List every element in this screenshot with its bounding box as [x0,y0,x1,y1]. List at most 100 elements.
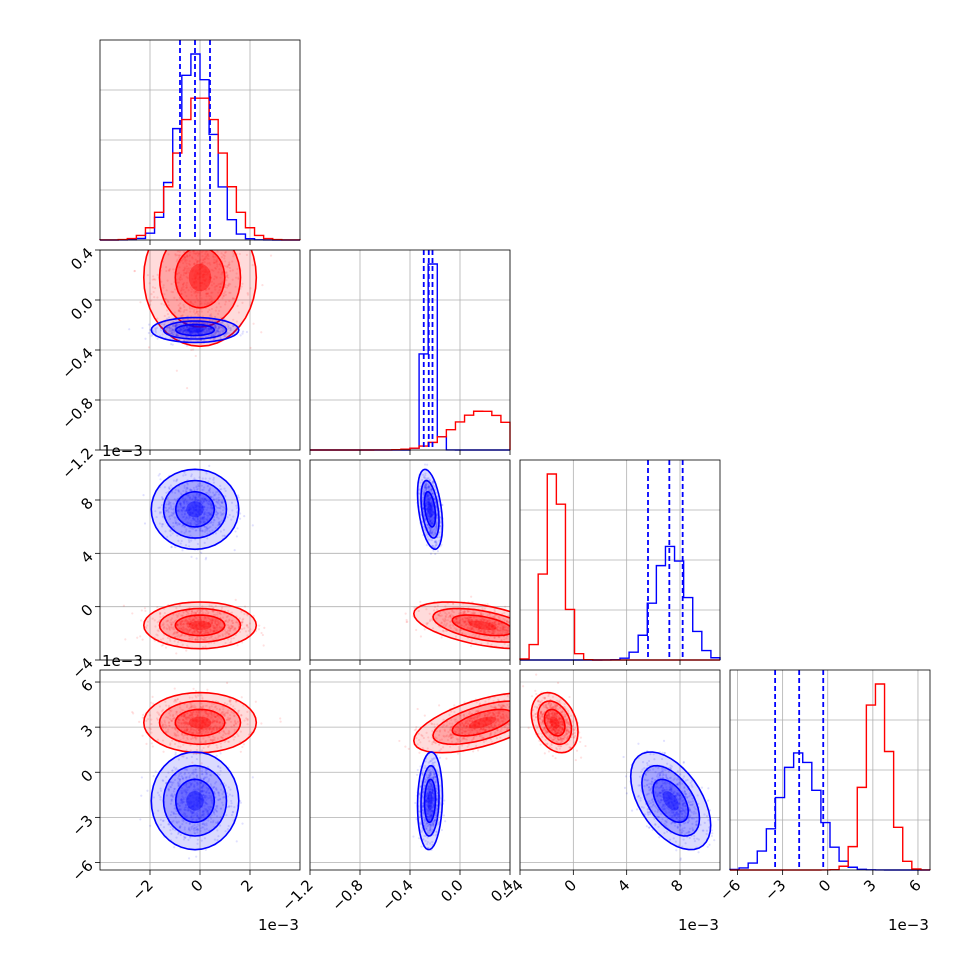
scatter-point [245,623,248,627]
scatter-point [221,505,224,508]
scatter-point [176,534,179,537]
scatter-point [206,233,208,235]
scatter-point [205,295,208,298]
scatter-point [513,632,515,634]
scatter-point [196,630,199,633]
scatter-point [181,510,184,513]
scatter-point [190,332,193,335]
scatter-point [189,330,192,334]
scatter-point [429,552,433,555]
scatter-point [201,501,204,504]
scatter-point [185,262,188,265]
scatter-point [179,503,182,507]
scatter-point [471,611,475,615]
scatter-point [195,513,198,516]
scatter-point [209,323,212,327]
scatter-point [467,619,470,622]
scatter-point [200,251,203,254]
scatter-point [220,501,224,504]
scatter-point [170,332,174,335]
scatter-point [175,521,178,524]
scatter-point [188,325,191,328]
scatter-point [539,627,541,629]
scatter-point [513,631,515,633]
scatter-point [188,263,192,266]
scatter-point [194,616,197,620]
scatter-point [221,499,224,503]
scatter-point [233,628,237,631]
scatter-point [241,301,244,304]
scatter-point [202,506,205,509]
scatter-point [204,280,207,283]
scatter-point [191,331,194,334]
scatter-point [179,504,183,507]
scatter-point [221,634,224,637]
scatter-point [225,632,229,635]
scatter-point [213,324,217,327]
scatter-point [231,626,234,629]
scatter-point [194,275,197,278]
scatter-point [218,263,221,266]
scatter-point [162,750,165,753]
scatter-point [215,625,219,628]
scatter-point [182,303,185,307]
scatter-point [182,497,185,500]
scatter-point [190,243,192,245]
scatter-point [208,526,211,529]
scatter-point [203,618,206,621]
scatter-point [170,327,173,330]
scatter-point [197,310,201,313]
scatter-point [234,621,238,624]
scatter-point [197,327,200,330]
scatter-point [189,332,192,335]
scatter-point [220,282,223,285]
scatter-point [168,529,171,532]
scatter-point [239,322,242,326]
scatter-point [476,623,479,626]
scatter-point [193,292,196,295]
scatter-point [193,326,196,329]
scatter-point [189,530,192,533]
scatter-point [139,301,142,304]
scatter-point [194,504,198,507]
scatter-point [507,644,510,647]
scatter-point [228,299,231,303]
scatter-point [493,636,496,640]
scatter-point [204,629,208,632]
scatter-point [201,282,204,285]
scatter-point [479,622,482,625]
scatter-point [455,617,458,621]
scatter-point [489,621,492,624]
scatter-point [472,612,475,615]
scatter-point [224,251,228,254]
scatter-point [202,511,206,515]
scatter-point [211,629,214,632]
scatter-point [179,329,182,332]
scatter-point [170,627,173,630]
scatter-point [183,281,186,285]
scatter-point [190,627,193,630]
scatter-point [181,625,185,629]
scatter-point [169,534,172,537]
scatter-point [214,325,217,328]
scatter-point [478,622,481,625]
scatter-point [204,617,208,620]
density-fill [175,250,225,308]
scatter-point [478,623,481,626]
scatter-point [180,623,183,626]
scatter-point [226,323,229,326]
scatter-point [164,246,166,248]
scatter-point [196,516,199,519]
scatter-point [497,622,500,625]
scatter-point [209,622,212,625]
scatter-point [212,498,215,502]
scatter-point [228,266,231,270]
scatter-point [470,621,473,624]
scatter-point [191,501,194,504]
scatter-point [167,507,171,510]
scatter-point [203,628,206,631]
scatter-point [203,530,207,533]
scatter-point [184,509,187,512]
scatter-point [177,522,180,525]
scatter-point [201,273,205,277]
